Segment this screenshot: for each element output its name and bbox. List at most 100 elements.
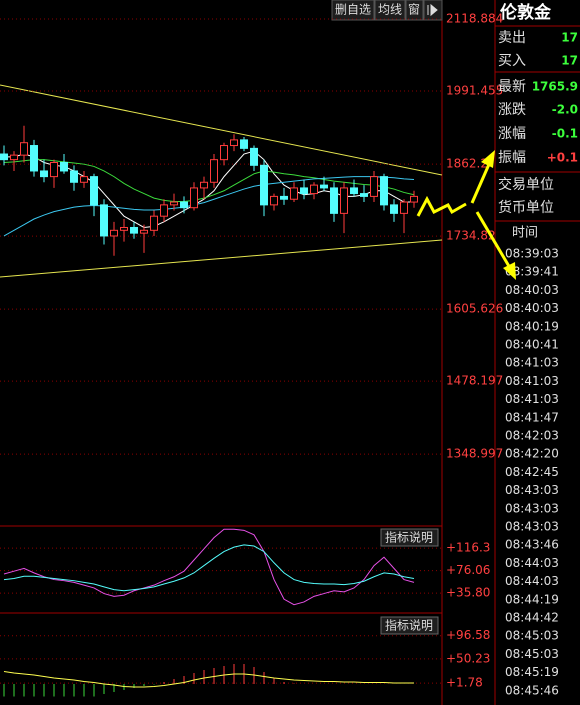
quote-label: 买入 (498, 53, 526, 69)
candle-body (0, 153, 8, 161)
trade-time: 08:41:03 (505, 392, 559, 406)
trade-time: 08:41:47 (505, 410, 559, 424)
trade-time: 08:39:41 (505, 265, 559, 279)
candle-body (90, 176, 98, 206)
candle-body (120, 226, 128, 231)
unit-label: 交易单位 (498, 176, 554, 193)
toolbar-button[interactable] (331, 0, 375, 21)
trade-time: 08:43:03 (505, 520, 559, 534)
candle-body (370, 176, 378, 197)
candle-body (360, 193, 368, 197)
indicator-line (3, 671, 414, 688)
candle-body (190, 187, 198, 209)
y-tick-label: 1862.2 (446, 157, 488, 171)
candle-body (270, 195, 278, 206)
trade-time: 08:45:19 (505, 665, 559, 679)
annotation-arrow (470, 161, 492, 204)
arrow-head (503, 262, 516, 280)
quote-value: -2.0 (552, 103, 578, 117)
candle-body (140, 229, 148, 234)
quote-value: 1765.9 (532, 80, 578, 94)
toolbar-button[interactable] (374, 0, 406, 21)
moving-average (3, 176, 415, 237)
y-tick-label: 1605.626 (446, 302, 503, 316)
annotation-arrow (475, 211, 512, 269)
candle-body (10, 154, 18, 161)
y-tick-label: 1348.997 (446, 447, 503, 461)
candle-body (280, 195, 288, 200)
toolbar-label: 均线 (378, 3, 402, 17)
trade-time: 08:43:03 (505, 501, 559, 515)
candle-body (210, 159, 218, 183)
time-header: 时间 (512, 226, 538, 241)
candle-body (350, 187, 358, 195)
y-tick-label: 2118.884 (446, 11, 503, 25)
trade-time: 08:44:03 (505, 556, 559, 570)
indicator-line (3, 544, 415, 592)
candle-body (310, 184, 318, 195)
annotation-arrows (416, 161, 512, 269)
candle-body (250, 147, 258, 166)
indicator-line (3, 528, 415, 606)
y-tick-label: +96.58 (446, 628, 490, 642)
y-tick-label: 1734.82 (446, 229, 496, 243)
quote-value: -0.1 (552, 127, 578, 141)
trade-time: 08:44:42 (505, 611, 559, 625)
quote-title: 伦敦金 (500, 2, 552, 23)
quote-value: 17 (561, 54, 578, 68)
unit-label: 货币单位 (498, 199, 554, 216)
quote-label: 涨幅 (498, 126, 526, 142)
candle-body (200, 181, 208, 189)
quote-label: 最新 (498, 79, 526, 95)
trend-line (0, 84, 443, 176)
candle-body (330, 187, 338, 214)
candle-body (80, 176, 88, 183)
trade-time: 08:45:03 (505, 647, 559, 661)
trade-time: 08:40:41 (505, 338, 559, 352)
toolbar-label: 删自选 (335, 3, 371, 17)
candle-body (30, 145, 38, 172)
moving-average (3, 159, 415, 202)
trade-time: 08:42:45 (505, 465, 559, 479)
candle-body (100, 204, 108, 237)
candle-body (220, 145, 228, 161)
candle-body (170, 201, 178, 206)
candle-body (130, 226, 138, 234)
y-tick-label: +50.23 (446, 651, 490, 665)
trade-time: 08:44:03 (505, 574, 559, 588)
toolbar-button[interactable] (405, 0, 424, 21)
indicator-button[interactable] (380, 528, 439, 547)
trade-time: 08:45:46 (505, 683, 559, 697)
candle-body (300, 187, 308, 195)
trade-time: 08:43:46 (505, 538, 559, 552)
candle-body (230, 139, 238, 147)
candle-body (380, 176, 388, 206)
candle-body (20, 142, 28, 156)
candle-body (50, 161, 58, 178)
candle-body (150, 215, 158, 231)
y-tick-label: 1478.197 (446, 374, 503, 388)
quote-label: 振幅 (498, 150, 526, 166)
candle-body (290, 187, 298, 200)
y-tick-label: +1.78 (446, 676, 483, 690)
trade-time: 08:39:03 (505, 247, 559, 261)
quote-value: +0.1 (547, 151, 578, 165)
candle-body (70, 170, 78, 183)
arrow-head (481, 150, 495, 168)
candle-body (110, 229, 118, 237)
candle-body (240, 139, 248, 149)
trade-time: 08:45:03 (505, 629, 559, 643)
candle-body (160, 204, 168, 217)
trade-time: 08:40:03 (505, 301, 559, 315)
trade-time: 08:41:03 (505, 374, 559, 388)
toolbar-icon (427, 3, 438, 17)
candle-body (410, 195, 418, 203)
candle-body (60, 161, 68, 172)
trade-time: 08:40:19 (505, 319, 559, 333)
candle-body (260, 164, 268, 206)
trade-time: 08:40:03 (505, 283, 559, 297)
annotation-zigzag (416, 195, 467, 217)
indicator-button[interactable] (380, 616, 439, 635)
